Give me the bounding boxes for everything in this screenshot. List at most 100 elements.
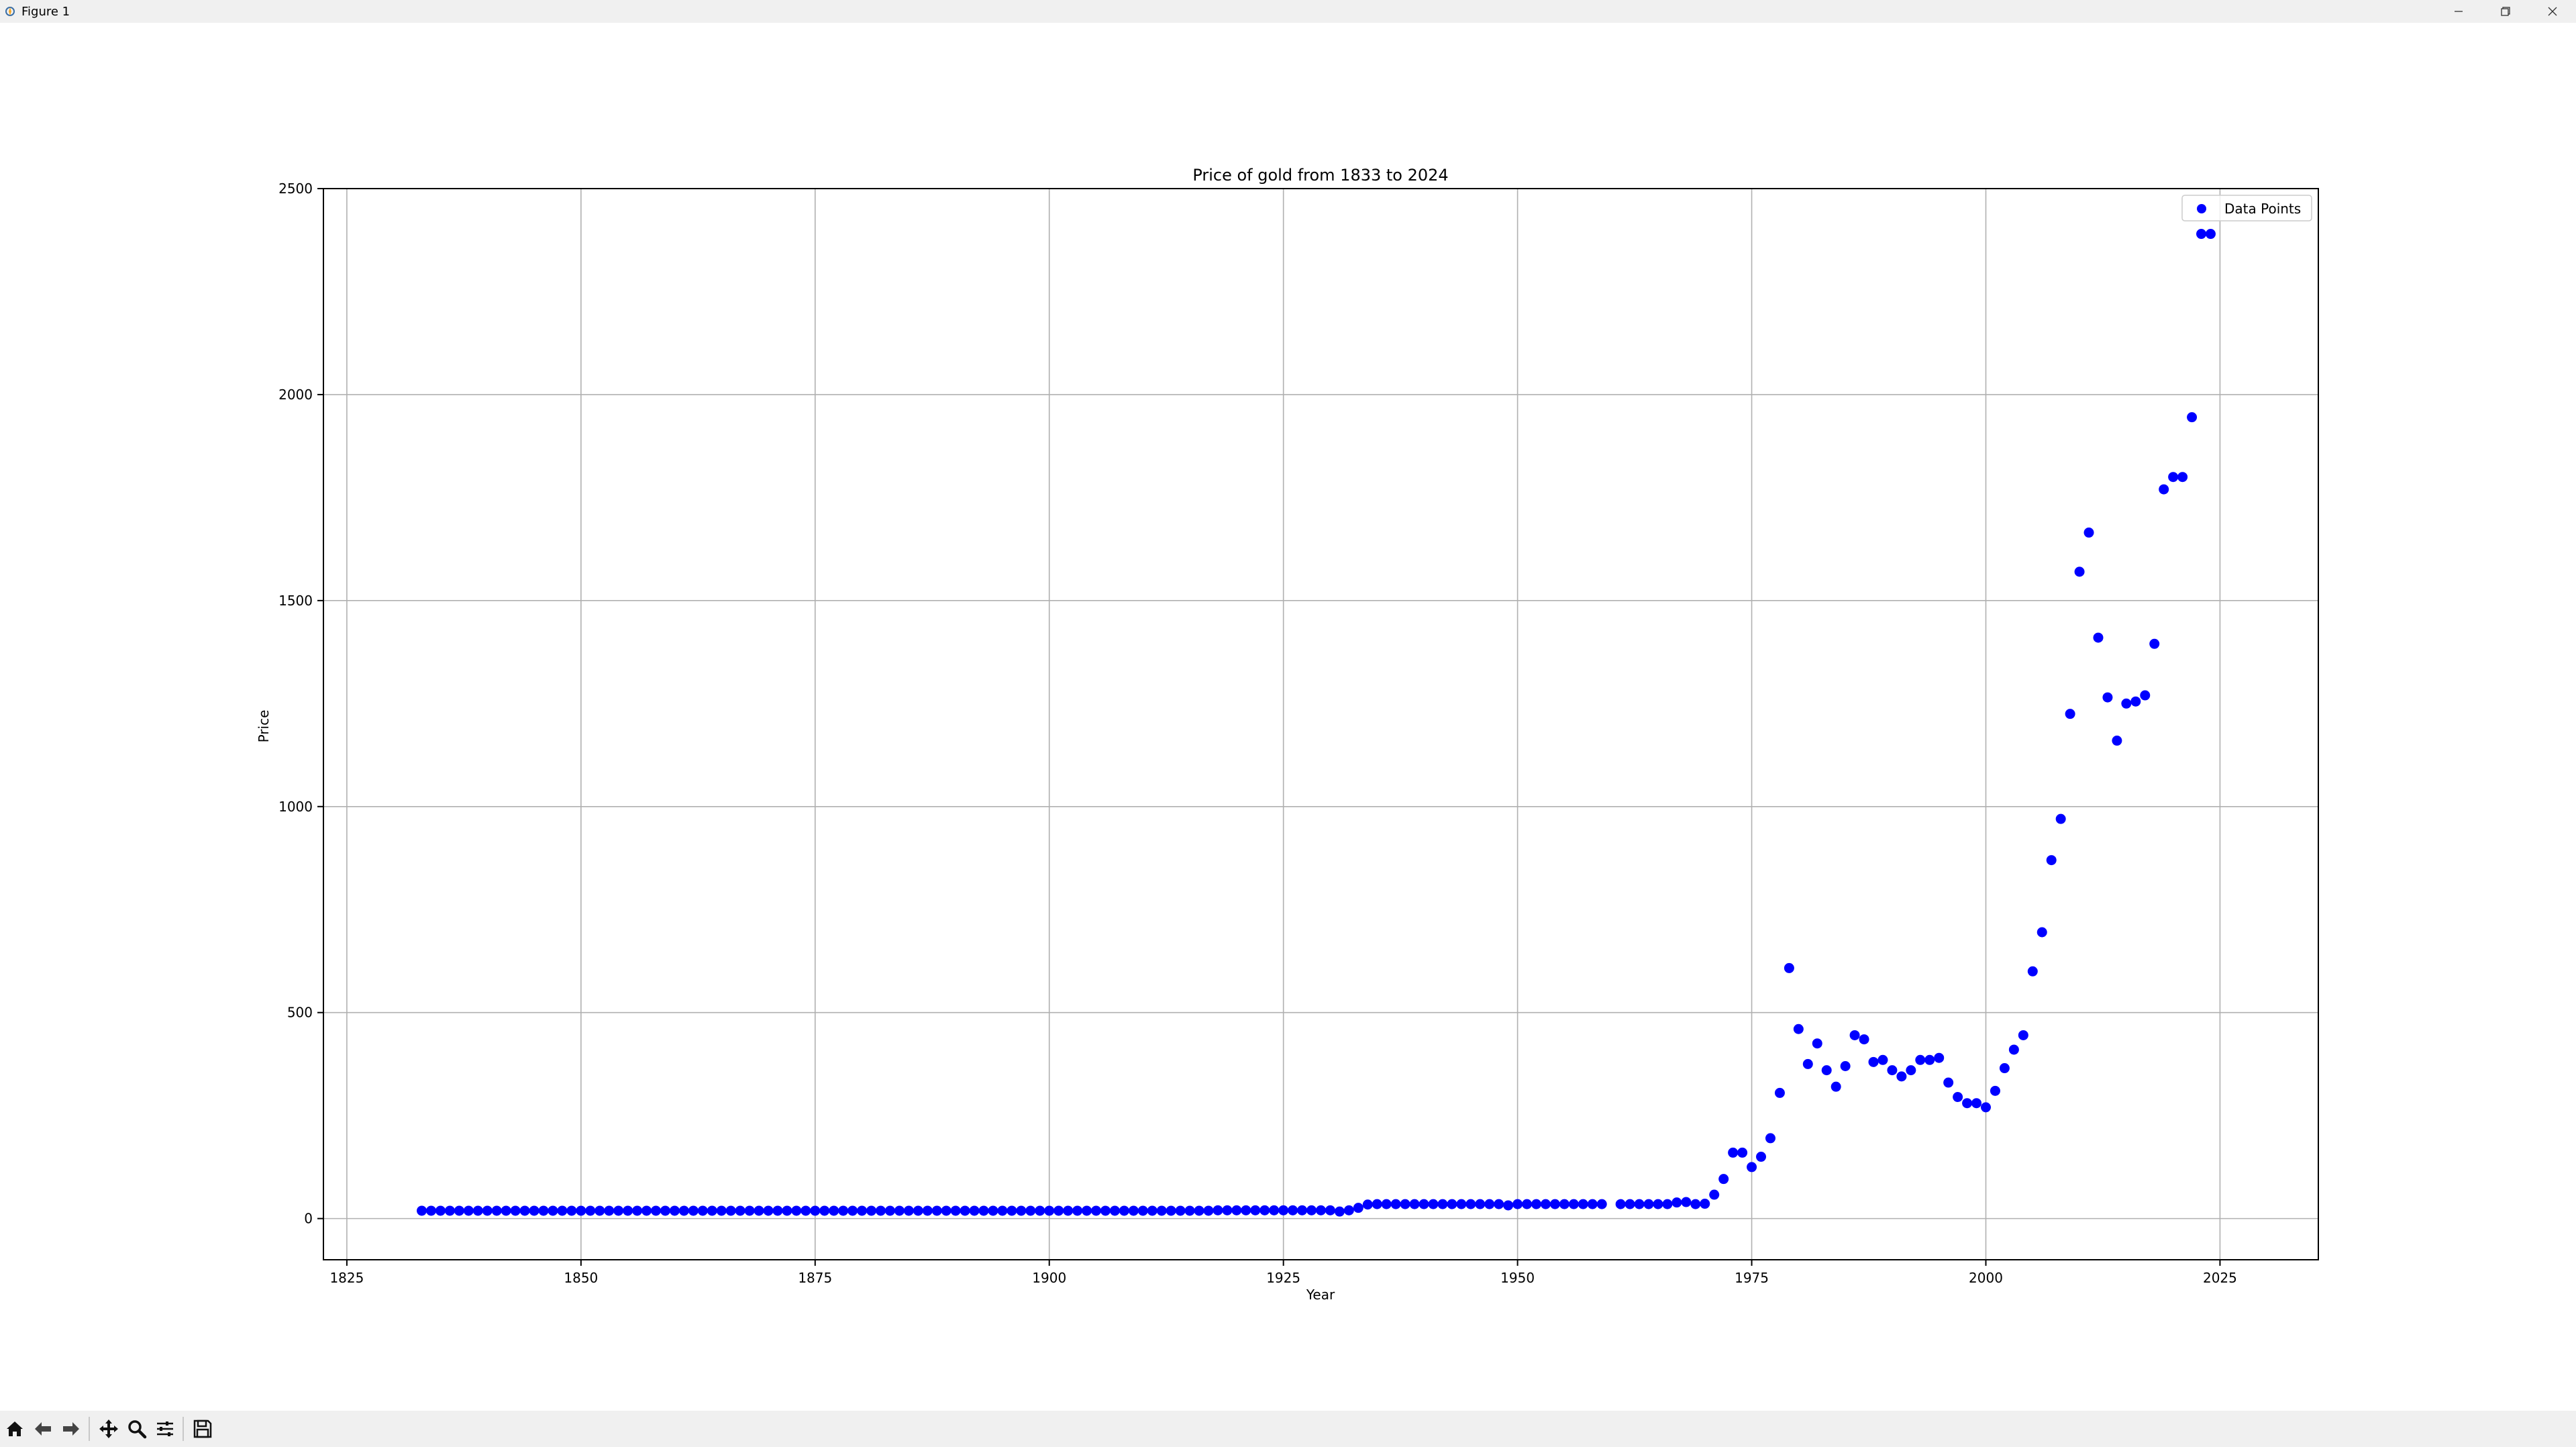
data-point — [1728, 1147, 1739, 1158]
data-point — [557, 1205, 568, 1216]
data-point — [2121, 698, 2132, 709]
y-tick-label: 2500 — [278, 181, 313, 197]
data-point — [1259, 1205, 1270, 1215]
data-point — [1821, 1065, 1832, 1076]
data-point — [1924, 1054, 1935, 1065]
data-point — [2130, 696, 2141, 707]
data-point — [810, 1205, 821, 1216]
toolbar-separator — [183, 1417, 184, 1441]
pan-icon[interactable] — [95, 1415, 122, 1442]
data-point — [1718, 1174, 1729, 1185]
x-tick-label: 1950 — [1500, 1270, 1535, 1286]
data-point — [510, 1205, 521, 1216]
navigation-toolbar — [0, 1411, 2576, 1447]
data-point — [1184, 1205, 1195, 1216]
x-tick-label: 2025 — [2203, 1270, 2237, 1286]
data-point — [950, 1205, 961, 1216]
data-point — [669, 1205, 680, 1216]
data-point — [2018, 1030, 2028, 1040]
data-point — [1737, 1147, 1748, 1158]
x-tick-label: 1925 — [1266, 1270, 1300, 1286]
data-point — [1512, 1199, 1523, 1209]
data-point — [2055, 813, 2066, 824]
save-icon[interactable] — [189, 1415, 216, 1442]
data-point — [1241, 1205, 1251, 1215]
data-point — [576, 1205, 586, 1216]
data-point — [903, 1205, 914, 1216]
legend[interactable]: Data Points — [2181, 195, 2312, 221]
home-icon[interactable] — [1, 1415, 28, 1442]
data-point — [1316, 1205, 1326, 1215]
window-title: Figure 1 — [21, 4, 70, 19]
data-point — [801, 1205, 811, 1216]
data-point — [791, 1205, 802, 1216]
data-point — [1362, 1199, 1373, 1210]
data-point — [744, 1205, 755, 1216]
data-point — [1156, 1205, 1167, 1216]
data-point — [1044, 1205, 1055, 1216]
data-point — [613, 1205, 624, 1216]
data-point — [491, 1205, 502, 1216]
data-point — [1343, 1205, 1354, 1215]
data-point — [1802, 1058, 1813, 1069]
data-point — [1596, 1199, 1607, 1209]
data-point — [1522, 1199, 1533, 1209]
data-point — [1868, 1056, 1879, 1067]
x-tick-label: 1900 — [1032, 1270, 1066, 1286]
data-point — [1353, 1203, 1363, 1213]
data-point — [1765, 1133, 1775, 1144]
data-point — [894, 1205, 905, 1216]
data-point — [1119, 1205, 1129, 1216]
data-point — [2187, 412, 2198, 423]
data-point — [1269, 1205, 1280, 1215]
data-point — [931, 1205, 942, 1216]
configure-subplots-icon[interactable] — [152, 1415, 178, 1442]
data-point — [1428, 1199, 1439, 1209]
data-point — [1288, 1205, 1298, 1215]
data-point — [2065, 709, 2075, 719]
data-point — [1072, 1205, 1083, 1216]
data-point — [838, 1205, 849, 1216]
data-point — [1035, 1205, 1045, 1216]
data-point — [1109, 1205, 1120, 1216]
forward-icon[interactable] — [58, 1415, 85, 1442]
data-point — [2027, 966, 2038, 977]
data-point — [913, 1205, 923, 1216]
data-point — [1306, 1205, 1317, 1215]
data-point — [1194, 1205, 1204, 1216]
data-point — [2140, 690, 2151, 701]
data-point — [772, 1205, 783, 1216]
data-point — [1690, 1199, 1701, 1209]
data-point — [819, 1205, 830, 1216]
data-point — [1643, 1199, 1654, 1209]
close-icon[interactable] — [2529, 0, 2576, 23]
data-point — [1091, 1205, 1102, 1216]
data-point — [1981, 1102, 1991, 1113]
data-points — [417, 229, 2216, 1217]
data-point — [866, 1205, 877, 1216]
data-point — [735, 1205, 745, 1216]
data-point — [1896, 1071, 1907, 1082]
data-point — [678, 1205, 689, 1216]
minimize-icon[interactable] — [2435, 0, 2482, 23]
y-tick-label: 1500 — [278, 593, 313, 609]
data-point — [482, 1205, 493, 1216]
zoom-icon[interactable] — [123, 1415, 150, 1442]
data-point — [1849, 1030, 1860, 1040]
data-point — [595, 1205, 605, 1216]
maximize-icon[interactable] — [2482, 0, 2529, 23]
data-point — [2074, 566, 2085, 577]
data-point — [1634, 1199, 1645, 1209]
back-icon[interactable] — [30, 1415, 56, 1442]
data-point — [2196, 229, 2207, 240]
data-point — [716, 1205, 727, 1216]
data-point — [1007, 1205, 1017, 1216]
data-point — [1503, 1200, 1514, 1211]
data-point — [1700, 1199, 1710, 1209]
data-point — [1653, 1199, 1663, 1209]
data-point — [454, 1205, 464, 1216]
data-point — [875, 1205, 886, 1216]
data-point — [1812, 1038, 1822, 1049]
data-point — [1531, 1199, 1542, 1209]
scatter-chart[interactable]: 1825 1850 1875 1900 1925 1950 1975 2000 2025 0 500… — [0, 23, 2576, 1411]
